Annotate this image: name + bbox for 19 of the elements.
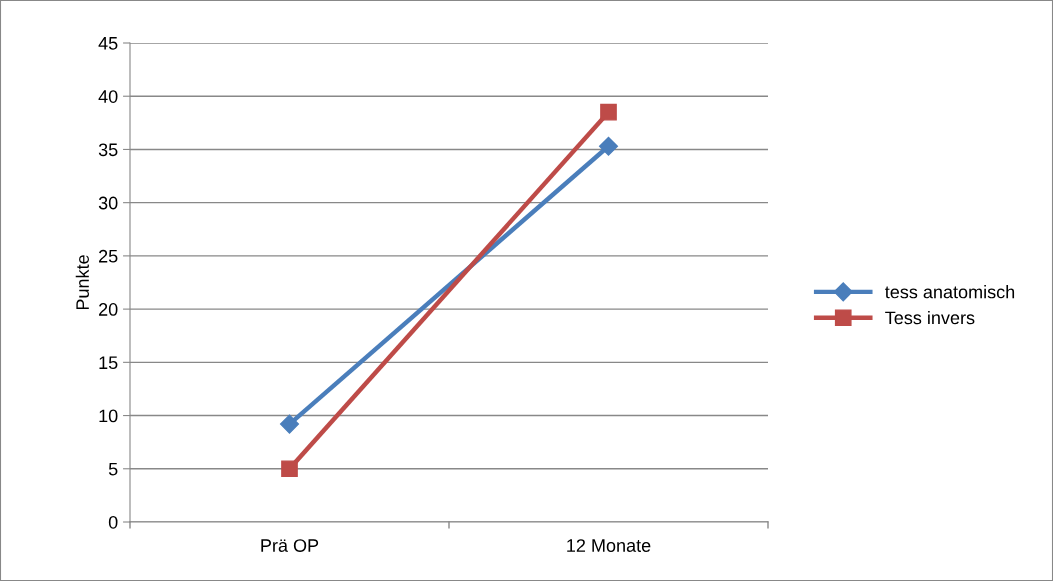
y-tick-label: 40	[98, 90, 118, 103]
y-axis-title: Punkte	[75, 255, 89, 310]
y-tick-label: 10	[99, 409, 118, 423]
x-tick-label: 12 Monate	[567, 539, 651, 552]
y-tick-label: 5	[108, 462, 118, 476]
y-tick-label: 25	[99, 249, 118, 263]
y-tick-label: 45	[98, 37, 118, 50]
point	[598, 136, 619, 156]
y-tick-label: 30	[98, 196, 118, 210]
y-tick-label: 0	[108, 515, 118, 529]
point	[279, 414, 300, 434]
x-tick-label: Prä OP	[261, 539, 319, 552]
legend-label: tess anatomisch	[885, 285, 1015, 299]
y-tick-label: 15	[99, 356, 118, 370]
legend-label: Tess invers	[885, 310, 975, 325]
point	[600, 103, 617, 121]
y-tick-label: 20	[99, 303, 118, 316]
point	[281, 460, 298, 478]
y-tick-label: 35	[98, 143, 118, 157]
